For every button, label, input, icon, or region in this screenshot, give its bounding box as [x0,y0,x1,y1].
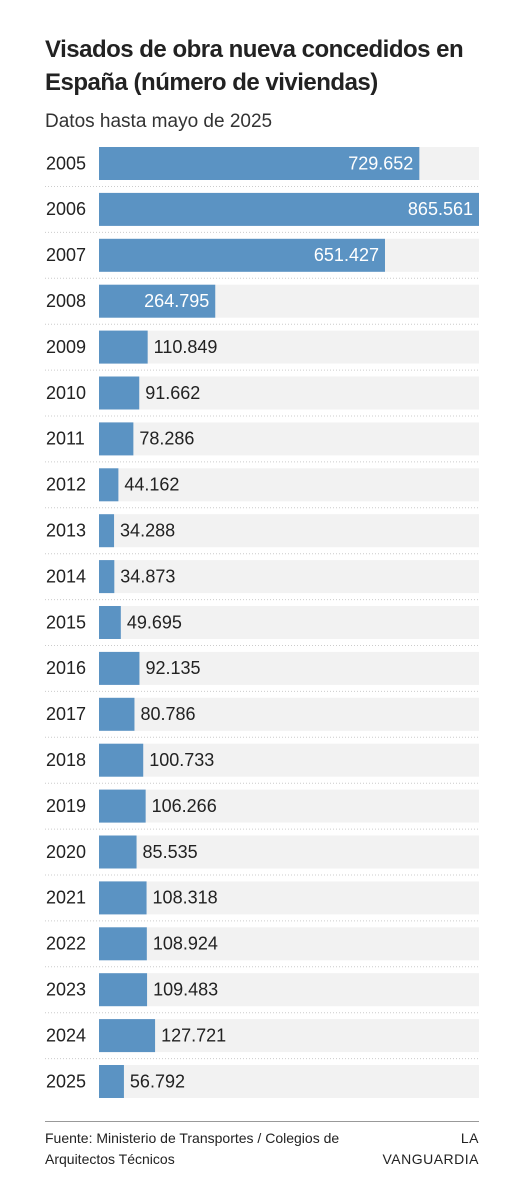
data-label: 85.535 [143,842,198,862]
bar-track [99,376,479,410]
y-tick-label: 2008 [46,291,86,311]
data-label: 100.733 [149,750,214,770]
bar [99,330,148,364]
bar-track [99,789,479,823]
bar [99,697,135,731]
bar-track [99,697,479,731]
data-label: 80.786 [140,704,195,724]
bar [99,468,119,502]
data-label: 34.873 [120,566,175,586]
bar [99,973,148,1007]
bar [99,835,137,869]
chart: 2005 729.652 2006 865.561 2007 651.427 2008 264… [45,147,479,1098]
bar-track [99,514,479,548]
bar-track [99,881,479,915]
data-label: 91.662 [145,383,200,403]
y-tick-label: 2023 [46,979,86,999]
y-tick-label: 2013 [46,520,86,540]
bar [99,147,420,180]
y-tick-label: 2025 [46,1071,86,1091]
bar [99,514,115,548]
y-tick-label: 2014 [46,566,86,586]
data-label: 108.924 [153,934,218,954]
data-label: 865.561 [408,199,473,219]
y-tick-label: 2018 [46,750,86,770]
chart-title: Visados de obra nueva concedidos en Espa… [45,36,464,96]
y-tick-label: 2009 [46,337,86,357]
bar-track [99,1065,479,1098]
bar [99,284,216,318]
y-tick-label: 2020 [46,842,86,862]
bar-track [99,927,479,961]
data-label: 49.695 [127,612,182,632]
bar-track [99,1019,479,1053]
bar-track [99,330,479,364]
data-label: 108.318 [153,888,218,908]
bar [99,560,115,594]
bar-track [99,835,479,869]
data-label: 106.266 [152,796,217,816]
bar [99,422,134,456]
source: Fuente: Ministerio de Transportes / Cole… [45,1130,340,1167]
data-label: 44.162 [124,475,179,495]
y-tick-label: 2024 [46,1025,86,1045]
footer-rule [45,1121,479,1122]
y-tick-label: 2005 [46,153,86,173]
bar-track [99,560,479,594]
y-tick-label: 2006 [46,199,86,219]
bar [99,789,146,823]
bar [99,651,140,685]
bar [99,927,147,961]
bar [99,192,479,226]
y-tick-label: 2021 [46,888,86,908]
data-label: 651.427 [314,245,379,265]
y-tick-label: 2010 [46,383,86,403]
bar [99,1065,124,1098]
y-tick-label: 2017 [46,704,86,724]
y-tick-label: 2015 [46,612,86,632]
data-label: 109.483 [153,979,218,999]
data-label: 56.792 [130,1071,185,1091]
bar [99,376,140,410]
chart-subtitle: Datos hasta mayo de 2025 [45,111,273,132]
data-label: 78.286 [139,429,194,449]
y-tick-label: 2022 [46,934,86,954]
y-tick-label: 2012 [46,475,86,495]
bar [99,881,147,915]
bar-track [99,606,479,639]
bar [99,1019,156,1053]
bar-track [99,973,479,1007]
bar [99,743,144,777]
bar-track [99,422,479,456]
data-label: 729.652 [348,153,413,173]
bar-track [99,468,479,502]
data-label: 127.721 [161,1025,226,1045]
y-tick-label: 2007 [46,245,86,265]
logo: LA VANGUARDIA [382,1130,479,1167]
data-label: 34.288 [120,520,175,540]
bar [99,238,385,272]
bar [99,606,121,639]
data-label: 110.849 [154,337,218,357]
y-tick-label: 2019 [46,796,86,816]
bar-track [99,651,479,685]
data-label: 92.135 [145,658,200,678]
data-label: 264.795 [144,291,209,311]
bar-track [99,743,479,777]
y-tick-label: 2016 [46,658,86,678]
y-tick-label: 2011 [46,429,85,449]
